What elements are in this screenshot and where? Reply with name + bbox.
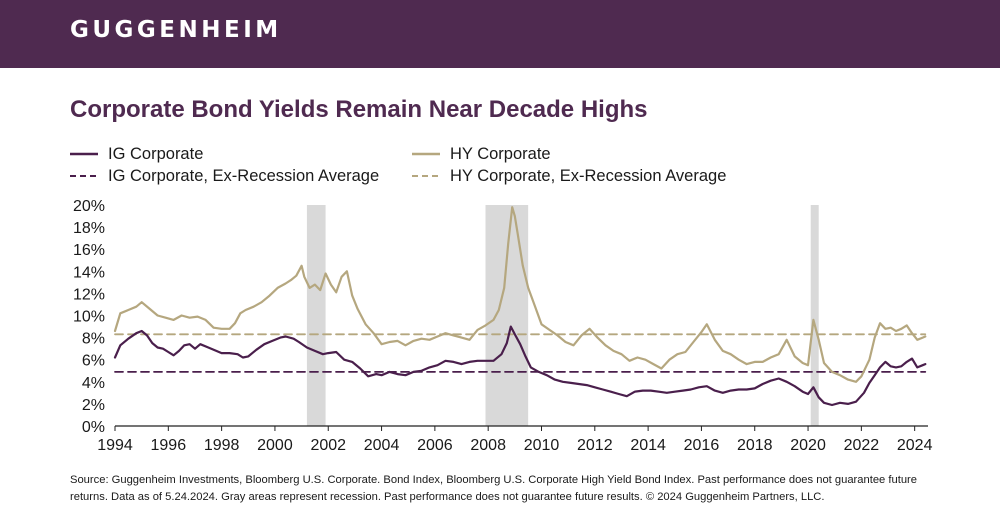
- x-tick-label-3: 2000: [257, 437, 293, 454]
- y-tick-label-9: 18%: [73, 220, 105, 237]
- legend-item-hy: HY Corporate: [412, 143, 551, 165]
- y-tick-label-7: 14%: [73, 264, 105, 281]
- x-tick-label-15: 2024: [897, 437, 933, 454]
- x-tick-label-1: 1996: [151, 437, 187, 454]
- hy-corporate-line: [113, 206, 927, 383]
- x-tick-label-0: 1994: [97, 437, 133, 454]
- x-tick-label-14: 2022: [844, 437, 880, 454]
- y-tick-label-10: 20%: [73, 198, 105, 215]
- average-lines: [114, 333, 927, 373]
- y-tick-label-1: 2%: [82, 397, 105, 414]
- chart-legend: IG Corporate IG Corporate, Ex-Recession …: [70, 143, 930, 187]
- y-tick-label-3: 6%: [82, 353, 105, 370]
- legend-item-ig: IG Corporate: [70, 143, 203, 165]
- tick-labels: 0% 2% 4% 6% 8% 10% 12% 14% 16% 18% 20% 1994 1996 1998…: [73, 198, 933, 454]
- x-tick-label-10: 2014: [630, 437, 666, 454]
- x-tick-label-7: 2008: [470, 437, 506, 454]
- legend-swatch-hy-avg: [412, 175, 440, 177]
- brand-header-bar: GUGGENHEIM: [0, 0, 1000, 68]
- ig-corporate-line: [113, 325, 927, 407]
- recession-band-2: [810, 205, 819, 426]
- y-tick-label-2: 4%: [82, 375, 105, 392]
- chart-title: Corporate Bond Yields Remain Near Decade…: [70, 96, 648, 123]
- y-tick-label-6: 12%: [73, 286, 105, 303]
- chart-axes: [114, 425, 928, 431]
- legend-label-hy: HY Corporate: [450, 144, 551, 163]
- x-tick-label-2: 1998: [204, 437, 240, 454]
- x-tick-label-11: 2016: [684, 437, 720, 454]
- x-tick-label-5: 2004: [364, 437, 400, 454]
- legend-item-ig-avg: IG Corporate, Ex-Recession Average: [70, 165, 379, 187]
- y-tick-label-5: 10%: [73, 309, 105, 326]
- x-tick-label-6: 2006: [417, 437, 453, 454]
- x-tick-label-9: 2012: [577, 437, 613, 454]
- yield-line-chart: 0% 2% 4% 6% 8% 10% 12% 14% 16% 18% 20% 1994 1996 1998…: [73, 198, 933, 454]
- y-tick-label-8: 16%: [73, 242, 105, 259]
- x-tick-label-4: 2002: [310, 437, 346, 454]
- series-lines: [113, 206, 927, 407]
- x-tick-label-13: 2020: [790, 437, 826, 454]
- x-tick-label-12: 2018: [737, 437, 773, 454]
- legend-swatch-ig: [70, 152, 98, 156]
- legend-swatch-ig-avg: [70, 175, 98, 177]
- source-note: Source: Guggenheim Investments, Bloomber…: [70, 474, 917, 503]
- y-tick-label-0: 0%: [82, 419, 105, 436]
- x-tick-label-8: 2010: [524, 437, 560, 454]
- legend-swatch-hy: [412, 152, 440, 156]
- y-tick-label-4: 8%: [82, 331, 105, 348]
- legend-label-hy-avg: HY Corporate, Ex-Recession Average: [450, 166, 727, 185]
- recession-bands: [306, 205, 819, 426]
- legend-label-ig-avg: IG Corporate, Ex-Recession Average: [108, 166, 380, 185]
- legend-item-hy-avg: HY Corporate, Ex-Recession Average: [412, 165, 726, 187]
- recession-band-1: [485, 205, 529, 426]
- guggenheim-logo: GUGGENHEIM: [70, 17, 282, 43]
- legend-label-ig: IG Corporate: [108, 144, 204, 163]
- recession-band-0: [306, 205, 326, 426]
